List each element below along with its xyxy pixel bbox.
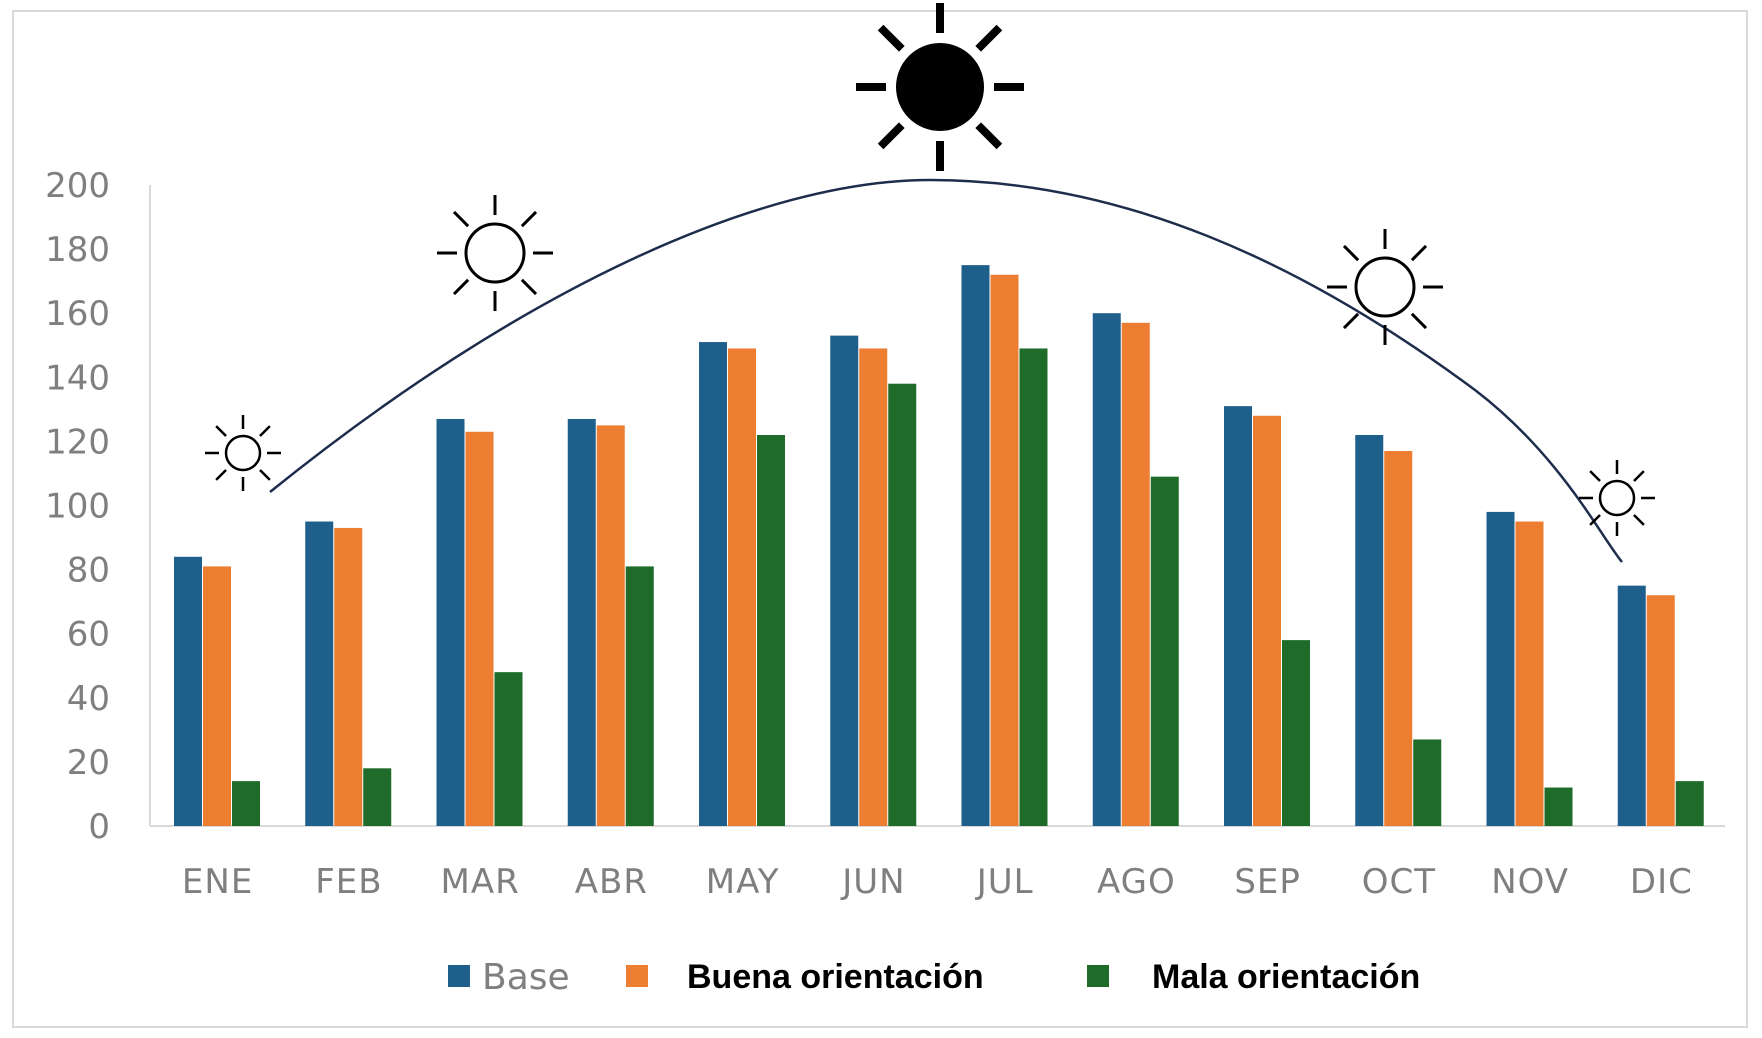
sun-medium-left-icon	[437, 195, 553, 311]
bars-group	[174, 265, 1704, 826]
x-category-label: NOV	[1491, 862, 1569, 902]
x-category-label: SEP	[1234, 862, 1301, 902]
bar-buena-orientacion	[334, 527, 363, 826]
x-category-label: JUL	[975, 862, 1034, 902]
x-category-label: AGO	[1097, 862, 1176, 902]
y-tick-label: 140	[45, 358, 110, 398]
y-tick-label: 60	[67, 615, 110, 655]
legend-label-mala: Mala orientación	[1152, 958, 1420, 996]
bar-base	[1224, 406, 1252, 826]
legend-swatch-mala	[1087, 965, 1109, 987]
bar-buena-orientacion	[1515, 521, 1544, 826]
bar-base	[174, 556, 202, 826]
bar-mala-orientacion	[1019, 348, 1048, 826]
bar-base	[567, 418, 596, 826]
sun-medium-right-icon	[1327, 229, 1443, 345]
y-tick-label: 100	[45, 487, 110, 527]
bar-buena-orientacion	[1121, 322, 1150, 826]
bar-buena-orientacion	[859, 348, 888, 826]
x-category-label: ENE	[182, 862, 253, 902]
bar-buena-orientacion	[728, 348, 756, 826]
y-tick-label: 0	[88, 807, 110, 847]
bar-buena-orientacion	[203, 566, 231, 826]
legend: Base Buena orientación Mala orientación	[448, 957, 1420, 998]
x-category-label: ABR	[575, 862, 648, 902]
bar-mala-orientacion	[1413, 739, 1442, 826]
bar-base	[1617, 585, 1646, 826]
x-category-label: JUN	[840, 862, 905, 902]
y-tick-label: 80	[67, 551, 110, 591]
bar-base	[699, 342, 727, 826]
bar-mala-orientacion	[625, 566, 654, 826]
x-category-label: OCT	[1362, 862, 1436, 902]
x-category-label: FEB	[315, 862, 382, 902]
bar-buena-orientacion	[990, 274, 1019, 826]
bar-base	[305, 521, 334, 826]
sun-path-curve	[269, 178, 1623, 563]
bar-mala-orientacion	[363, 768, 392, 826]
bar-buena-orientacion	[1646, 595, 1675, 826]
bar-mala-orientacion	[1282, 640, 1310, 826]
y-tick-label: 20	[67, 743, 110, 783]
y-tick-label: 180	[45, 230, 110, 270]
bar-mala-orientacion	[888, 383, 917, 826]
legend-label-base: Base	[482, 957, 570, 998]
bar-buena-orientacion	[1253, 415, 1281, 826]
x-category-label: MAR	[441, 862, 520, 902]
bar-mala-orientacion	[757, 434, 785, 826]
bar-mala-orientacion	[1544, 787, 1573, 826]
bar-base	[1355, 434, 1384, 826]
bar-base	[1092, 313, 1121, 826]
x-category-label: MAY	[706, 862, 780, 902]
bar-base	[830, 335, 859, 826]
bar-base	[1486, 511, 1515, 826]
y-tick-label: 40	[67, 679, 110, 719]
bar-mala-orientacion	[494, 672, 523, 826]
sun-small-right-icon	[1579, 460, 1655, 536]
bar-buena-orientacion	[465, 431, 494, 826]
sun-icons	[205, 3, 1655, 536]
bar-base	[436, 418, 465, 826]
legend-swatch-buena	[626, 965, 648, 987]
bar-mala-orientacion	[1675, 781, 1704, 826]
x-axis-categories: ENE FEB MAR ABR MAY JUN JUL AGO SEP OCT NOV DIC	[182, 862, 1693, 902]
sun-large-top-icon	[856, 3, 1024, 171]
y-tick-label: 120	[45, 422, 110, 462]
sun-small-left-icon	[205, 415, 281, 491]
bar-buena-orientacion	[596, 425, 625, 826]
x-category-label: DIC	[1630, 862, 1693, 902]
legend-label-buena: Buena orientación	[687, 958, 984, 996]
y-tick-label: 160	[45, 294, 110, 334]
bar-base	[961, 265, 990, 826]
legend-swatch-base	[448, 965, 470, 987]
bar-mala-orientacion	[1150, 476, 1179, 826]
y-axis-ticks: 0 20 40 60 80 100 120 140 160 180 200	[45, 166, 110, 847]
bar-buena-orientacion	[1384, 451, 1413, 826]
bar-mala-orientacion	[232, 781, 260, 826]
y-tick-label: 200	[45, 166, 110, 206]
